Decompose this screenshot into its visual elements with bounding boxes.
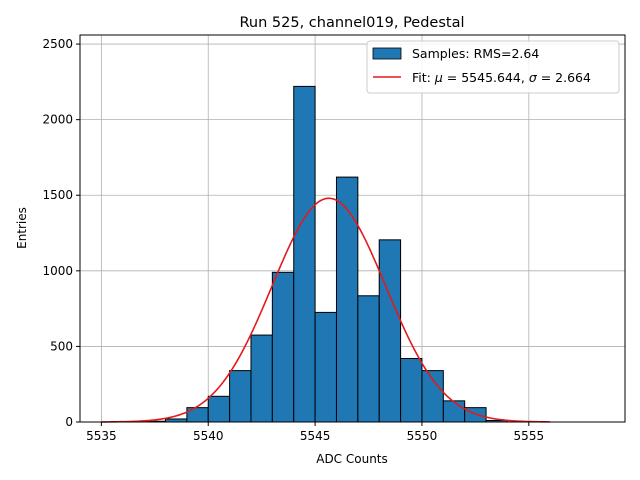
histogram-bar — [442, 400, 466, 423]
histogram-bar — [378, 239, 402, 423]
x-tick-label: 5555 — [514, 429, 545, 443]
legend-sigma-value: = 2.664 — [537, 70, 591, 85]
x-tick-label: 5550 — [407, 429, 438, 443]
legend-histogram-label: Samples: RMS=2.64 — [412, 46, 539, 61]
plot-area-frame — [79, 34, 626, 423]
y-tick-label: 500 — [50, 339, 73, 353]
legend-mu-value: = 5545.644, — [443, 70, 529, 85]
histogram-bar — [250, 334, 273, 423]
histogram-bar — [400, 358, 423, 423]
fit-curve — [101, 197, 551, 423]
x-axis-label: ADC Counts — [316, 452, 388, 466]
fit-curve-layer — [101, 197, 551, 423]
y-tick-label: 2500 — [42, 37, 73, 51]
legend-sigma-symbol: σ — [529, 70, 538, 85]
x-tick-label: 5540 — [193, 429, 224, 443]
legend-histogram-swatch — [372, 47, 402, 60]
histogram-bar — [229, 370, 252, 423]
histogram-bar — [207, 395, 231, 423]
legend-mu-symbol: μ — [434, 70, 443, 85]
histogram-bar — [293, 85, 316, 423]
legend-fit-prefix: Fit: — [412, 70, 435, 85]
y-axis-ticks: 0 500 1000 1500 2000 2500 — [42, 37, 80, 429]
x-axis-ticks: 5535 5540 5545 5550 5555 — [86, 422, 544, 443]
histogram-bar — [271, 271, 295, 423]
y-tick-label: 1500 — [42, 188, 73, 202]
x-tick-label: 5545 — [300, 429, 331, 443]
legend-fit-label: Fit: μ = 5545.644, σ = 2.664 — [412, 70, 591, 85]
legend: Samples: RMS=2.64 Fit: μ = 5545.644, σ =… — [366, 40, 620, 94]
y-tick-label: 1000 — [42, 264, 73, 278]
histogram-bar — [335, 176, 359, 423]
y-tick-label: 0 — [65, 415, 73, 429]
x-tick-label: 5535 — [86, 429, 117, 443]
y-tick-label: 2000 — [42, 113, 73, 127]
y-axis-label: Entries — [15, 207, 29, 249]
histogram-bar — [314, 311, 337, 423]
histogram-bar — [357, 295, 380, 423]
chart-title: Run 525, channel019, Pedestal — [239, 15, 464, 31]
legend-frame — [366, 40, 620, 94]
